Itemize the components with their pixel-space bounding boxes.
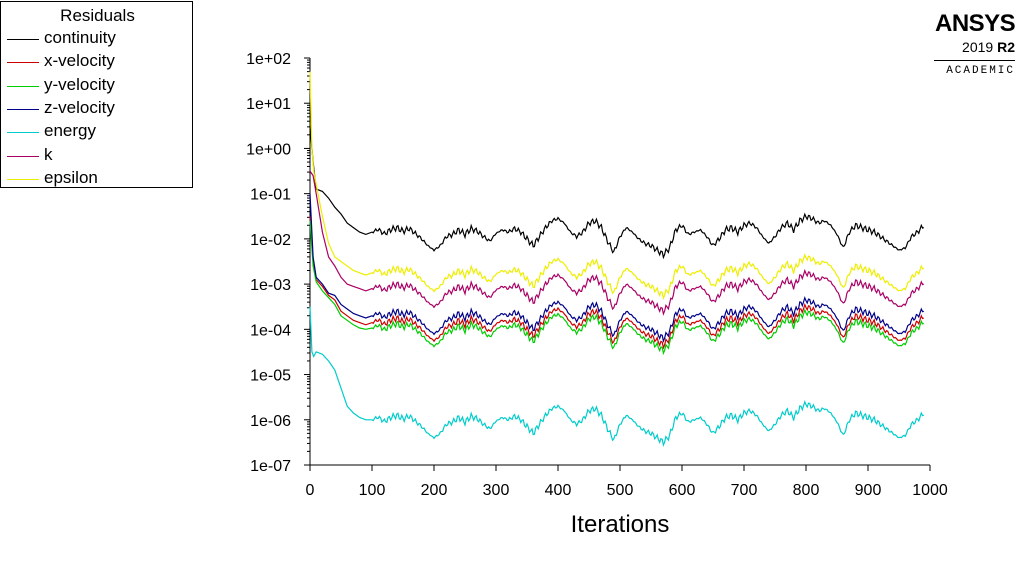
- legend-label: epsilon: [44, 167, 98, 187]
- y-tick-label: 1e-01: [250, 187, 291, 204]
- logo-brand: ANSYS: [935, 10, 1016, 37]
- logo-version: 2019 R2: [935, 38, 1015, 56]
- legend-swatch: [7, 62, 39, 64]
- y-tick-label: 1e-07: [250, 458, 291, 475]
- x-tick-label: 0: [306, 482, 315, 499]
- series-line-epsilon: [309, 71, 925, 301]
- y-tick-label: 1e+00: [246, 141, 291, 158]
- legend-swatch: [7, 132, 39, 134]
- x-tick-label: 600: [669, 482, 696, 499]
- series-line-k: [309, 170, 925, 316]
- series-line-continuity: [309, 125, 925, 260]
- series-line-z-velocity: [309, 193, 924, 343]
- legend-label: energy: [44, 121, 96, 141]
- logo-year: 2019: [962, 39, 994, 55]
- x-tick-label: 300: [483, 482, 510, 499]
- legend-title: Residuals: [60, 6, 135, 25]
- series-line-x-velocity: [309, 216, 925, 350]
- x-tick-label: 700: [731, 482, 758, 499]
- series-line-energy: [309, 306, 924, 447]
- x-tick-label: 800: [793, 482, 820, 499]
- y-tick-label: 1e+01: [246, 96, 291, 113]
- y-tick-label: 1e+02: [246, 51, 291, 68]
- logo-edition: ACADEMIC: [946, 65, 1015, 77]
- legend-item-y-velocity: y-velocity: [1, 75, 191, 95]
- legend-item-epsilon: epsilon: [1, 168, 191, 188]
- legend-item-z-velocity: z-velocity: [1, 98, 191, 118]
- x-tick-label: 200: [421, 482, 448, 499]
- x-tick-label: 1000: [912, 482, 948, 499]
- x-tick-label: 400: [545, 482, 572, 499]
- x-tick-label: 500: [607, 482, 634, 499]
- y-tick-label: 1e-04: [250, 322, 291, 339]
- y-tick-label: 1e-06: [250, 413, 291, 430]
- legend-swatch: [7, 85, 39, 87]
- legend-swatch: [7, 155, 39, 157]
- y-tick-label: 1e-02: [250, 232, 291, 249]
- legend-swatch: [7, 39, 39, 40]
- ansys-logo: ANSYS 2019 R2 ACADEMIC: [934, 10, 1016, 82]
- series-line-y-velocity: [309, 220, 924, 356]
- legend-label: y-velocity: [44, 74, 115, 94]
- legend-swatch: [7, 108, 39, 110]
- logo-rule: [934, 60, 1015, 61]
- legend-swatch: [7, 178, 39, 180]
- logo-release: R2: [997, 39, 1015, 55]
- chart-legend: Residuals continuity x-velocity y-velocity…: [0, 1, 193, 188]
- y-tick-label: 1e-03: [250, 277, 291, 294]
- legend-item-continuity: continuity: [1, 28, 191, 48]
- legend-label: z-velocity: [44, 97, 115, 117]
- legend-label: k: [44, 144, 53, 164]
- legend-label: x-velocity: [44, 51, 115, 71]
- legend-item-x-velocity: x-velocity: [1, 51, 191, 71]
- x-tick-label: 100: [359, 482, 386, 499]
- legend-label: continuity: [44, 28, 116, 47]
- legend-item-energy: energy: [1, 121, 191, 141]
- legend-item-k: k: [1, 145, 191, 165]
- x-axis-label: Iterations: [571, 511, 670, 538]
- x-tick-label: 900: [855, 482, 882, 499]
- y-tick-label: 1e-05: [250, 368, 291, 385]
